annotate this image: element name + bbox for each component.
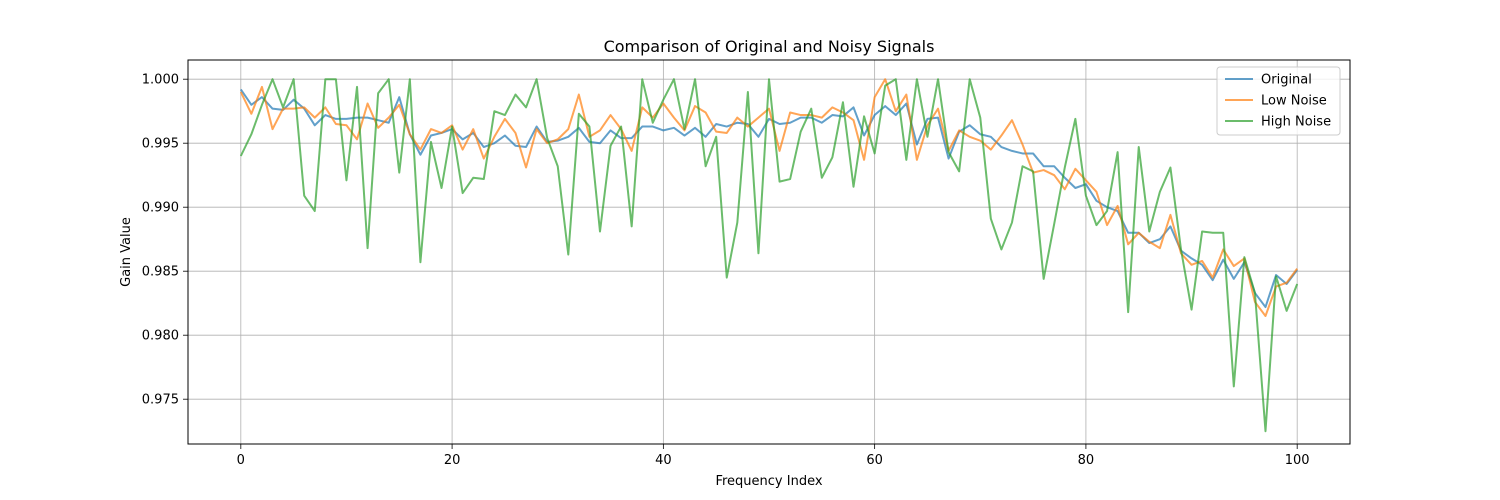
x-tick-label: 100 (1285, 453, 1310, 468)
x-axis-label: Frequency Index (715, 474, 822, 489)
x-tick-label: 80 (1078, 453, 1095, 468)
y-tick-label: 0.995 (142, 137, 179, 152)
chart-title: Comparison of Original and Noisy Signals (604, 37, 935, 56)
y-axis-label: Gain Value (119, 217, 134, 287)
y-tick-label: 0.985 (142, 265, 179, 280)
x-tick-label: 0 (237, 453, 245, 468)
y-tick-label: 0.975 (142, 393, 179, 408)
series-lines (239, 78, 1299, 433)
legend-label: Low Noise (1261, 94, 1327, 109)
legend-label: High Noise (1261, 115, 1331, 130)
x-tick-label: 40 (655, 453, 672, 468)
x-axis-ticks: 0 20 40 60 80 100 (237, 444, 1310, 468)
legend-box (1216, 66, 1341, 136)
series-line-high-noise (239, 78, 1299, 433)
x-tick-label: 20 (444, 453, 461, 468)
legend: Original Low Noise High Noise (1216, 66, 1341, 136)
y-axis-ticks: 0.975 0.980 0.985 0.990 0.995 1.000 (142, 73, 188, 408)
y-tick-label: 0.990 (142, 201, 179, 216)
legend-label: Original (1261, 73, 1312, 88)
plot-frame (187, 59, 1351, 445)
y-tick-label: 1.000 (142, 73, 179, 88)
y-tick-label: 0.980 (142, 329, 179, 344)
x-tick-label: 60 (866, 453, 883, 468)
